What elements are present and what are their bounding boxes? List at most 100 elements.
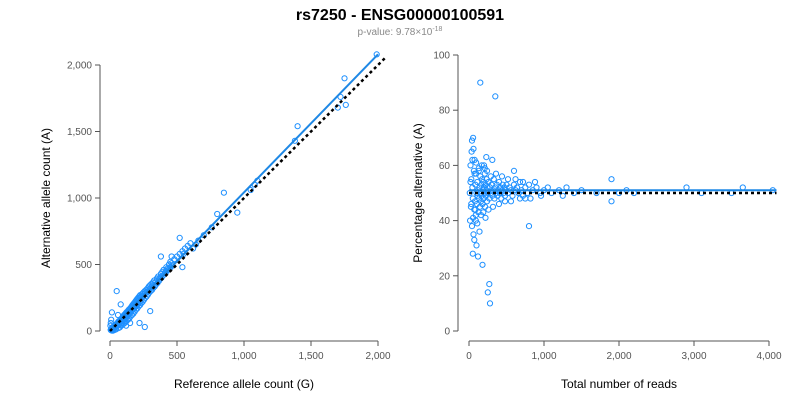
right-y-axis: 0 20 40 60 80 100 bbox=[433, 51, 459, 338]
right-data-point bbox=[467, 178, 474, 186]
right-data-point bbox=[608, 198, 615, 205]
right-data-point bbox=[487, 173, 494, 180]
right-data-point bbox=[479, 261, 486, 268]
left-data-point bbox=[136, 319, 143, 327]
right-data-point bbox=[470, 134, 477, 141]
left-y-tick-label: 1,000 bbox=[67, 194, 92, 205]
right-data-point bbox=[525, 181, 533, 188]
left-y-tick-label: 2,000 bbox=[67, 61, 92, 72]
right-data-point bbox=[470, 145, 477, 152]
right-x-tick-label: 2,000 bbox=[606, 351, 631, 362]
left-data-point bbox=[141, 323, 148, 331]
right-data-point bbox=[469, 250, 476, 257]
left-data-point bbox=[113, 288, 120, 295]
right-data-point bbox=[498, 173, 506, 180]
left-y-tick-label: 1,500 bbox=[67, 127, 92, 138]
left-data-point bbox=[168, 253, 175, 260]
left-y-tick-label: 500 bbox=[75, 260, 92, 271]
right-data-point bbox=[483, 154, 490, 161]
pvalue-text: p-value: 9.78×10 bbox=[358, 27, 433, 38]
right-data-point bbox=[519, 178, 527, 186]
right-y-tick-label: 60 bbox=[439, 161, 451, 172]
right-data-point bbox=[468, 137, 476, 144]
left-fit-line bbox=[109, 53, 379, 332]
left-data-point bbox=[247, 186, 254, 194]
right-data-point bbox=[489, 156, 496, 163]
right-data-point bbox=[484, 289, 491, 296]
right-data-point bbox=[474, 253, 482, 260]
right-data-point bbox=[470, 214, 477, 221]
right-data-point bbox=[472, 206, 479, 213]
right-data-point bbox=[473, 242, 480, 249]
right-data-point bbox=[482, 214, 489, 221]
left-x-tick-label: 2,000 bbox=[365, 351, 390, 362]
right-y-tick-label: 0 bbox=[444, 327, 450, 338]
right-data-point bbox=[512, 176, 519, 183]
right-data-point bbox=[489, 203, 497, 210]
left-data-point bbox=[291, 137, 298, 144]
right-data-point bbox=[480, 209, 487, 216]
right-data-point bbox=[473, 159, 480, 166]
right-y-tick-label: 40 bbox=[439, 216, 451, 227]
left-data-point bbox=[342, 101, 349, 109]
left-x-tick-label: 500 bbox=[169, 351, 186, 362]
right-x-tick-label: 0 bbox=[466, 351, 472, 362]
right-data-point bbox=[495, 200, 503, 208]
right-data-point bbox=[516, 178, 524, 186]
right-data-point bbox=[559, 192, 566, 199]
right-data-point bbox=[468, 223, 476, 230]
right-data-point bbox=[471, 236, 478, 243]
right-data-point bbox=[474, 220, 481, 227]
right-scatter-plot: 0 1,000 2,000 3,000 4,000 0 20 40 60 80 100 Total n… bbox=[411, 51, 782, 392]
pvalue-exponent: -18 bbox=[432, 26, 442, 33]
left-data-point bbox=[107, 319, 114, 327]
right-y-axis-label: Percentage alternative (A) bbox=[411, 123, 425, 262]
left-data-point bbox=[187, 240, 194, 247]
right-data-point bbox=[467, 162, 474, 169]
left-data-point bbox=[117, 301, 124, 308]
right-data-point bbox=[527, 195, 534, 202]
left-y-axis: 0 500 1,000 1,500 2,000 bbox=[67, 61, 101, 338]
right-data-point bbox=[485, 206, 492, 213]
right-data-point bbox=[483, 167, 491, 174]
right-data-point bbox=[510, 167, 518, 174]
right-data-point bbox=[471, 170, 478, 177]
left-data-point bbox=[147, 308, 154, 315]
right-y-tick-label: 80 bbox=[439, 106, 451, 117]
left-y-tick-label: 0 bbox=[86, 327, 92, 338]
right-data-point bbox=[525, 223, 533, 230]
left-data-point bbox=[108, 316, 115, 323]
left-x-tick-label: 0 bbox=[107, 351, 113, 362]
left-data-point bbox=[294, 123, 301, 130]
left-scatter-plot: 0 500 1,000 1,500 2,000 0 500 1,000 1,500 2,000 Re… bbox=[39, 51, 391, 391]
right-data-point bbox=[501, 198, 509, 205]
left-data-point bbox=[114, 311, 122, 319]
right-data-point bbox=[486, 281, 493, 288]
figure-subtitle: p-value: 9.78×10-18 bbox=[358, 26, 443, 38]
right-data-point bbox=[516, 195, 524, 202]
figure-title: rs7250 - ENSG00000100591 bbox=[296, 7, 504, 24]
left-data-point bbox=[214, 210, 221, 218]
right-data-point bbox=[479, 176, 486, 183]
left-data-point bbox=[234, 209, 241, 216]
left-data-point bbox=[176, 234, 183, 241]
left-data-point bbox=[220, 189, 227, 196]
left-data-point bbox=[341, 75, 348, 82]
right-data-point bbox=[468, 176, 475, 183]
right-data-point bbox=[531, 178, 539, 186]
right-data-point bbox=[492, 93, 499, 100]
right-data-point bbox=[475, 167, 482, 174]
right-x-tick-label: 4,000 bbox=[756, 351, 781, 362]
right-data-point bbox=[476, 228, 483, 235]
left-y-axis-label: Alternative allele count (A) bbox=[39, 128, 53, 268]
left-data-point bbox=[108, 309, 116, 316]
right-y-tick-label: 100 bbox=[433, 51, 450, 62]
right-y-tick-label: 20 bbox=[439, 271, 451, 282]
left-x-axis: 0 500 1,000 1,500 2,000 bbox=[107, 340, 391, 362]
left-x-axis-label: Reference allele count (G) bbox=[174, 377, 314, 391]
left-x-tick-label: 1,000 bbox=[231, 351, 256, 362]
right-data-point bbox=[507, 198, 515, 205]
right-x-tick-label: 1,000 bbox=[531, 351, 556, 362]
left-data-point bbox=[157, 253, 164, 260]
